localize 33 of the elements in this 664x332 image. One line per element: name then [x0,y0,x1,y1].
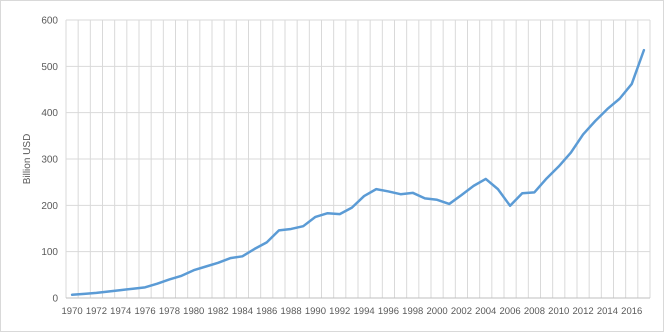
y-tick-label: 300 [41,154,58,166]
y-axis-title: Billion USD [22,134,33,184]
x-tick-label: 1976 [134,306,156,317]
y-tick-label: 400 [41,108,58,120]
x-tick-label: 2012 [572,306,594,317]
x-tick-label: 2014 [596,306,618,317]
x-tick-label: 1988 [280,306,302,317]
x-tick-label: 2010 [548,306,570,317]
x-tick-label: 1974 [110,306,132,317]
y-tick-label: 500 [41,62,58,73]
x-tick-label: 2000 [426,306,448,317]
x-tick-label: 1998 [402,306,424,317]
line-series [70,48,646,296]
x-tick-label: 1972 [86,306,107,317]
x-tick-label: 1990 [304,306,326,317]
x-tick-label: 1978 [158,306,180,317]
y-tick-label: 0 [52,294,58,304]
x-tick-label: 2008 [524,306,545,317]
y-tick-label: 600 [41,16,58,26]
x-tick-label: 1982 [208,306,229,317]
x-tick-label: 2016 [621,306,642,317]
x-tick-label: 1986 [256,306,278,317]
x-tick-label: 1996 [378,306,399,317]
x-tick-label: 1980 [183,306,204,317]
x-tick-label: 1970 [62,306,83,317]
y-tick-label: 100 [41,247,58,258]
x-tick-label: 1984 [232,306,253,317]
x-tick-label: 2002 [450,306,472,317]
x-tick-label: 1992 [329,306,350,317]
x-tick-label: 1994 [354,306,375,317]
y-tick-label: 200 [41,200,58,212]
x-tick-label: 2006 [500,306,521,317]
x-tick-label: 2004 [475,306,496,317]
